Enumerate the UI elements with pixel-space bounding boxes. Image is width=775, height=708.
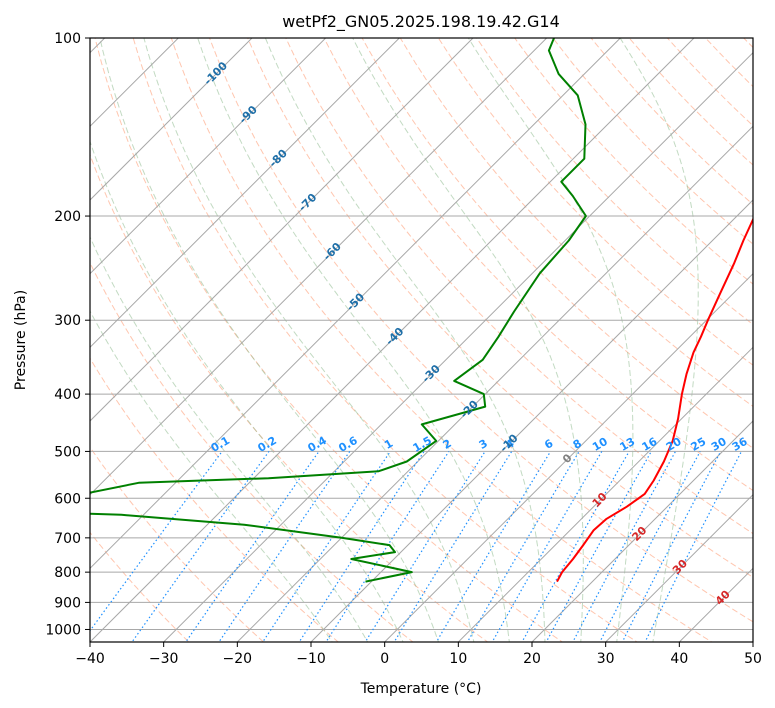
dry-adiabat (437, 38, 753, 366)
chart-title: wetPf2_GN05.2025.198.19.42.G14 (282, 12, 560, 32)
isotherm-line (90, 38, 400, 349)
y-tick-label: 300 (54, 313, 81, 329)
sounding-profile-line (556, 84, 753, 583)
plot-frame (89, 37, 754, 643)
mixing-ratio-line (218, 451, 351, 642)
isotherm-line (90, 38, 327, 275)
x-tick-label: 50 (744, 651, 762, 667)
y-tick-label: 200 (54, 209, 81, 225)
mixing-ratio-line (521, 451, 630, 642)
dry-adiabat (90, 531, 190, 642)
mixing-ratio-line (90, 451, 223, 632)
isotherm-line (457, 346, 753, 642)
mixing-ratio-line (393, 451, 513, 642)
x-tick-label: 10 (449, 651, 467, 667)
dry-adiabat (323, 38, 753, 492)
dry-adiabat (94, 38, 564, 642)
mixing-ratio-line (466, 451, 580, 642)
y-axis-ticks: 100 200 300 400 500 600 700 800 900 1000 (45, 31, 90, 638)
isotherm-line (236, 125, 753, 642)
mixing-ratio-line (131, 451, 270, 642)
dry-adiabat (90, 261, 414, 642)
y-axis-label: Pressure (hPa) (13, 290, 29, 390)
grid-lines (90, 38, 753, 642)
isotherm-line (384, 272, 753, 642)
isotherm-line (605, 493, 753, 642)
y-tick-label: 800 (54, 565, 81, 581)
mixing-ratio-line (298, 451, 425, 642)
x-tick-label: 40 (670, 651, 688, 667)
y-tick-label: 500 (54, 444, 81, 460)
mixing-ratio-line (262, 451, 391, 642)
y-tick-label: 1000 (45, 622, 81, 638)
sounding-profile-line (90, 38, 587, 583)
dry-adiabat (90, 153, 489, 642)
dry-adiabat (90, 357, 339, 642)
isotherm-line (90, 38, 474, 422)
x-tick-label: 20 (523, 651, 541, 667)
y-tick-label: 400 (54, 387, 81, 403)
x-axis-ticks: −40 −30 −20 −10 0 10 20 30 40 50 (75, 642, 762, 667)
x-tick-label: −40 (75, 651, 105, 667)
x-tick-label: 30 (597, 651, 615, 667)
x-tick-label: −20 (223, 651, 253, 667)
mixing-ratio-line (435, 451, 552, 642)
y-tick-label: 700 (54, 531, 81, 547)
isotherm-line (531, 420, 753, 642)
y-tick-label: 100 (54, 31, 81, 47)
dry-adiabat (399, 38, 753, 408)
series-lines (90, 38, 753, 583)
y-tick-label: 600 (54, 491, 81, 507)
isotherm-line (163, 51, 753, 642)
isotherm-line (90, 38, 548, 496)
x-axis-label: Temperature (°C) (360, 681, 482, 697)
mixing-ratio-line (572, 451, 677, 642)
dry-adiabat (132, 38, 638, 642)
x-tick-label: −10 (296, 651, 326, 667)
y-tick-label: 900 (54, 595, 81, 611)
isotherm-line (90, 38, 695, 642)
isotherm-line (90, 38, 621, 570)
isotherm-line (90, 38, 253, 201)
mixing-ratio-line (545, 451, 652, 642)
x-tick-label: −30 (149, 651, 179, 667)
mixing-ratio-line (325, 451, 450, 642)
isotherm-line (310, 199, 753, 642)
x-tick-label: 0 (380, 651, 389, 667)
